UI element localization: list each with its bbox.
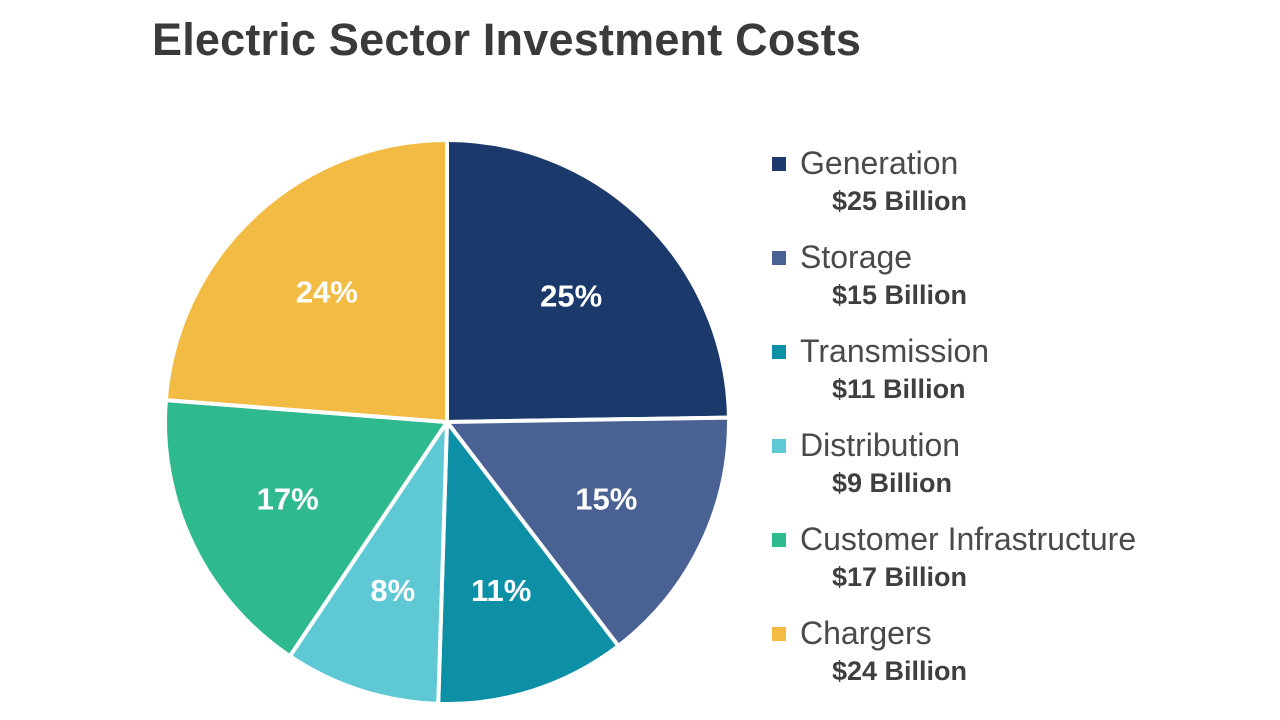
legend-item: Chargers $24 Billion bbox=[772, 615, 1252, 709]
pie-slice-storage bbox=[445, 415, 731, 648]
legend-label: Chargers bbox=[800, 615, 932, 651]
pie-slice-chargers bbox=[163, 138, 449, 424]
legend-swatch bbox=[772, 533, 786, 547]
pie-slice-generation bbox=[445, 138, 731, 424]
pie-slice-transmission bbox=[436, 420, 621, 706]
pie-slice-distribution bbox=[287, 420, 449, 706]
slice-percent-label: 8% bbox=[370, 573, 415, 608]
legend-item: Generation $25 Billion bbox=[772, 145, 1252, 239]
legend-item: Customer Infrastructure $17 Billion bbox=[772, 521, 1252, 615]
legend-swatch bbox=[772, 251, 786, 265]
legend-amount: $25 Billion bbox=[832, 186, 968, 216]
legend-swatch bbox=[772, 439, 786, 453]
legend-label: Customer Infrastructure bbox=[800, 521, 1137, 557]
legend-label: Transmission bbox=[800, 333, 990, 369]
slice-percent-label: 25% bbox=[540, 278, 602, 313]
legend: Generation $25 Billion Storage $15 Billion T… bbox=[772, 145, 1252, 709]
legend-swatch bbox=[772, 627, 786, 641]
pie-chart: 25% 15% 11% 8% 17% 24% bbox=[163, 138, 731, 706]
legend-amount: $15 Billion bbox=[832, 280, 968, 310]
legend-swatch bbox=[772, 345, 786, 359]
legend-amount: $9 Billion bbox=[832, 468, 953, 498]
legend-amount: $17 Billion bbox=[832, 562, 968, 592]
legend-amount: $11 Billion bbox=[832, 374, 966, 404]
legend-item: Transmission $11 Billion bbox=[772, 333, 1252, 427]
legend-amount: $24 Billion bbox=[832, 656, 968, 686]
slice-percent-label: 11% bbox=[471, 573, 531, 608]
legend-label: Storage bbox=[800, 239, 913, 275]
legend-item: Storage $15 Billion bbox=[772, 239, 1252, 333]
legend-label: Distribution bbox=[800, 427, 961, 463]
slice-percent-label: 15% bbox=[575, 482, 637, 517]
slice-percent-label: 17% bbox=[257, 482, 319, 517]
legend-label: Generation bbox=[800, 145, 959, 181]
chart-title: Electric Sector Investment Costs bbox=[152, 14, 862, 65]
legend-item: Distribution $9 Billion bbox=[772, 427, 1252, 521]
pie-slice-customer-infrastructure bbox=[163, 398, 449, 659]
legend-swatch bbox=[772, 157, 786, 171]
slice-percent-label: 24% bbox=[296, 275, 358, 310]
